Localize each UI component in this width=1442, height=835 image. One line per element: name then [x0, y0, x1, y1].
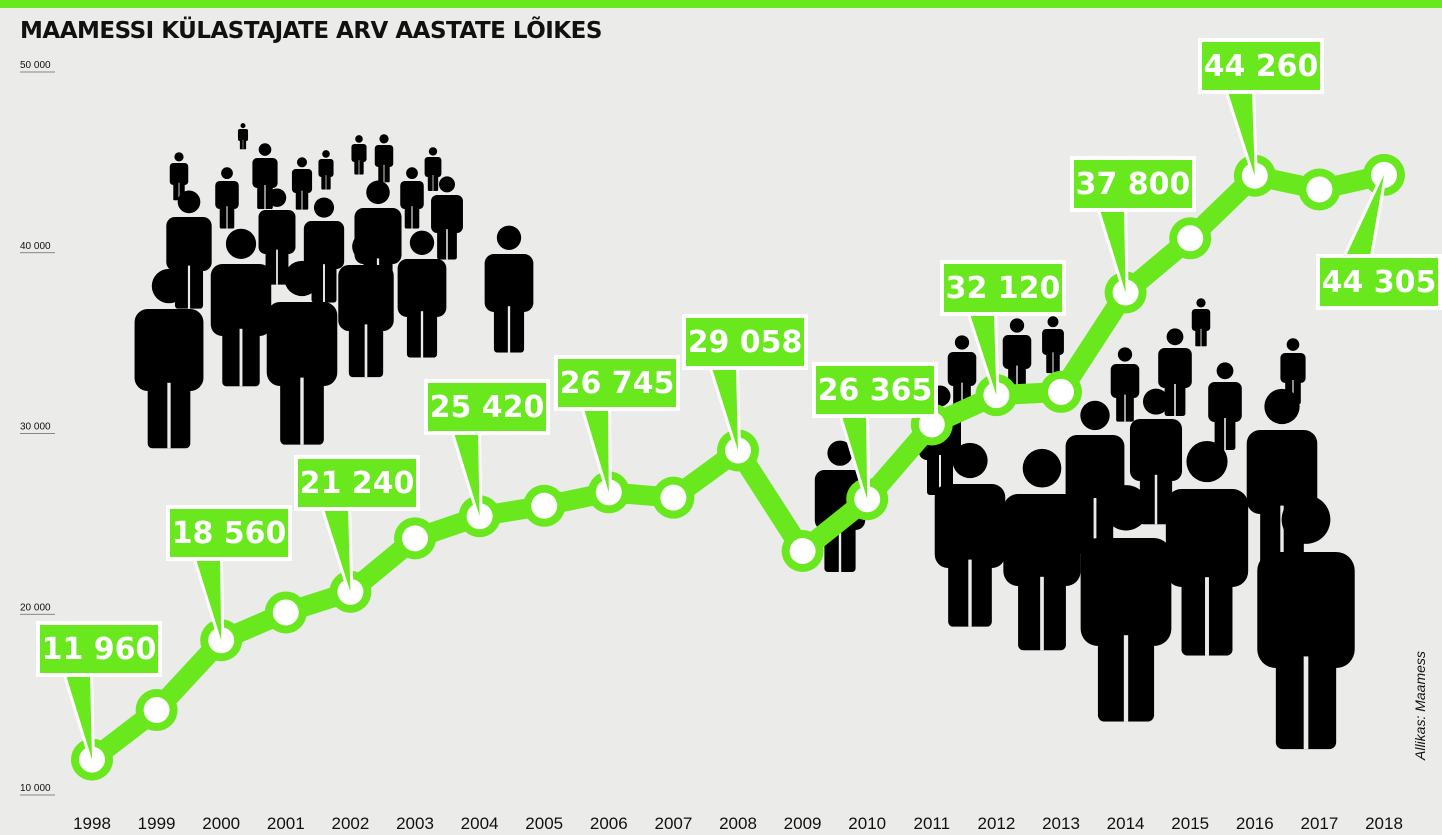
person-silhouette-icon: [400, 167, 424, 229]
callout-pointer: [324, 509, 351, 592]
callout-box: [554, 355, 680, 411]
y-axis: 10 000 20 000 30 000 40 000 50 000: [20, 60, 55, 796]
data-label: 11 960: [36, 621, 162, 763]
top-accent-bar: [0, 0, 1442, 8]
callout-pointer: [1346, 174, 1384, 256]
person-silhouette-icon: [215, 167, 239, 229]
person-silhouette-icon: [1042, 316, 1064, 374]
x-tick-label: 1998: [73, 814, 111, 833]
callout-box: [682, 314, 808, 370]
data-point: [1177, 225, 1204, 252]
person-silhouette-icon: [1208, 362, 1242, 450]
callout-pointer: [196, 559, 222, 641]
x-tick-label: 2004: [461, 814, 499, 833]
x-tick-label: 2010: [848, 814, 886, 833]
y-tick-label: 20 000: [20, 602, 51, 613]
person-silhouette-icon: [291, 157, 313, 210]
callout-pointer: [454, 433, 480, 517]
callout-value: 32 120: [946, 271, 1061, 306]
data-point: [660, 484, 687, 511]
callout-value: 44 305: [1322, 265, 1437, 300]
x-tick-label: 2016: [1236, 814, 1274, 833]
person-silhouette-icon: [484, 225, 534, 353]
data-label: 44 260: [1198, 38, 1324, 179]
person-silhouette-icon: [1246, 388, 1318, 573]
data-label: 26 365: [812, 362, 938, 503]
callout-pointer: [970, 314, 997, 396]
x-tick-label: 2015: [1171, 814, 1209, 833]
data-point: [1048, 378, 1074, 405]
callout-box: [1316, 254, 1442, 310]
data-point: [1306, 176, 1333, 203]
data-label: 21 240: [294, 455, 420, 595]
data-label: 25 420: [424, 379, 550, 520]
x-tick-label: 2013: [1042, 814, 1080, 833]
callout-value: 21 240: [300, 466, 415, 501]
x-tick-label: 2008: [719, 814, 757, 833]
person-silhouette-icon: [318, 150, 334, 190]
callout-value: 18 560: [172, 516, 287, 551]
data-point: [789, 537, 816, 564]
y-tick-label: 40 000: [20, 241, 51, 252]
y-tick-label: 50 000: [20, 60, 51, 71]
callout-box: [166, 505, 292, 561]
person-silhouette-icon: [1191, 298, 1211, 347]
callout-box: [36, 621, 162, 677]
callout-pointer: [712, 368, 738, 451]
callout-value: 29 058: [688, 325, 803, 360]
x-tick-label: 1999: [138, 814, 176, 833]
person-silhouette-icon: [237, 123, 249, 150]
y-tick-label: 10 000: [20, 783, 51, 794]
callout-value: 37 800: [1076, 167, 1191, 202]
person-silhouette-icon: [424, 147, 442, 191]
callout-box: [940, 260, 1066, 316]
callout-box: [294, 455, 420, 511]
data-labels: 11 960 18 560 21 240 25 420 26 745 29 058 26 3…: [36, 38, 1442, 763]
data-point: [531, 492, 558, 519]
callout-pointer: [584, 409, 609, 493]
x-tick-label: 2007: [654, 814, 692, 833]
callout-box: [1070, 156, 1196, 212]
person-silhouette-icon: [374, 134, 394, 183]
callout-box: [812, 362, 938, 418]
data-point: [143, 697, 170, 724]
x-tick-label: 2017: [1300, 814, 1338, 833]
y-tick-label: 30 000: [20, 422, 51, 433]
person-silhouette-icon: [1110, 347, 1140, 422]
data-label: 18 560: [166, 505, 292, 644]
data-label: 37 800: [1070, 156, 1196, 296]
callout-pointer: [842, 416, 868, 500]
callout-value: 44 260: [1204, 49, 1319, 84]
x-tick-label: 2014: [1107, 814, 1145, 833]
callout-box: [1198, 38, 1324, 94]
callout-pointer: [1100, 210, 1126, 293]
x-tick-label: 2018: [1365, 814, 1403, 833]
data-point: [402, 525, 428, 552]
data-label: 26 745: [554, 355, 680, 496]
x-tick-label: 2001: [267, 814, 305, 833]
data-point: [272, 599, 299, 626]
callout-pointer: [66, 675, 92, 760]
x-tick-label: 2000: [202, 814, 240, 833]
callout-value: 26 365: [818, 373, 933, 408]
x-tick-label: 2003: [396, 814, 434, 833]
x-axis: 1998 1999 2000 2001 2002 2003 2004 2005 2006 2007…: [73, 814, 1403, 833]
chart-title: MAAMESSI KÜLASTAJATE ARV AASTATE LÕIKES: [20, 18, 602, 44]
callout-pointer: [1228, 92, 1255, 176]
x-tick-label: 2002: [331, 814, 369, 833]
callout-value: 25 420: [430, 390, 545, 425]
x-tick-label: 2009: [784, 814, 822, 833]
data-label: 32 120: [940, 260, 1066, 399]
callout-value: 11 960: [42, 632, 157, 667]
callout-value: 26 745: [560, 366, 675, 401]
x-tick-label: 2005: [525, 814, 563, 833]
data-label: 29 058: [682, 314, 808, 454]
callout-box: [424, 379, 550, 435]
x-tick-label: 2006: [590, 814, 628, 833]
x-tick-label: 2012: [977, 814, 1015, 833]
data-label: 44 305: [1316, 171, 1442, 310]
person-silhouette-icon: [351, 135, 367, 175]
x-tick-label: 2011: [914, 814, 951, 833]
